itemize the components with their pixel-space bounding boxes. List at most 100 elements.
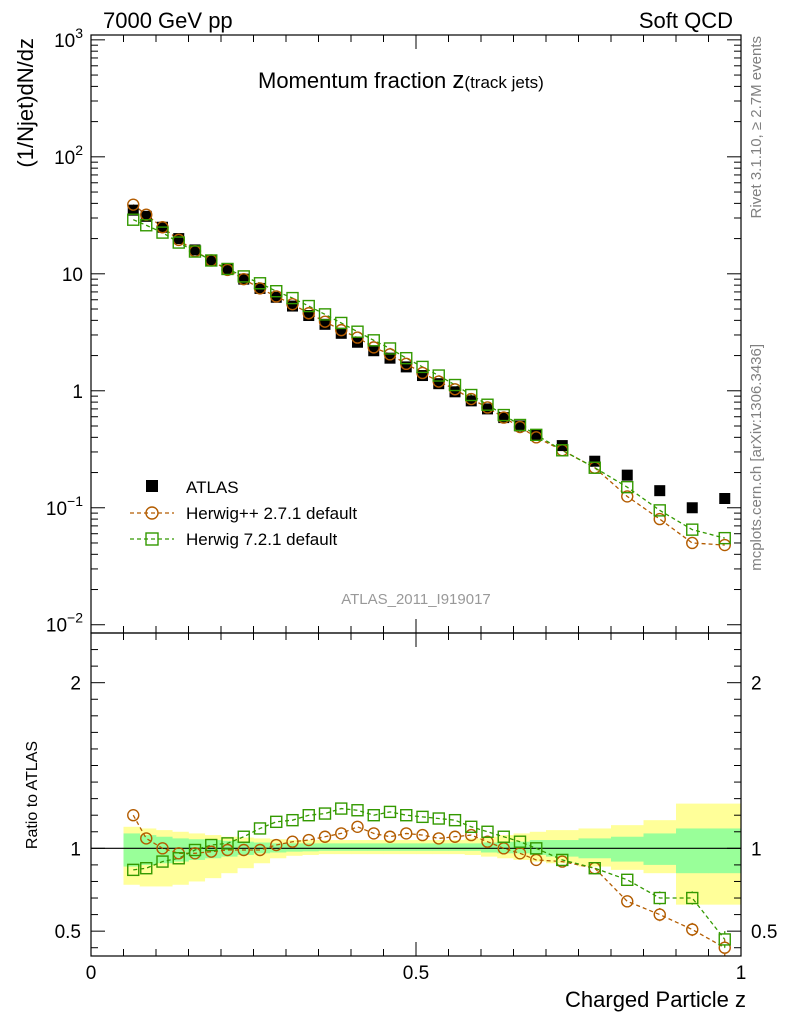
upper-y-tick-base: 10	[46, 616, 67, 637]
rivet-version-label: Rivet 3.1.10, ≥ 2.7M events	[748, 36, 765, 219]
legend-label-herwigpp: Herwig++ 2.7.1 default	[186, 504, 357, 523]
herwig7-point	[588, 461, 601, 474]
atlas-data-point	[433, 378, 445, 390]
atlas-data-point	[498, 412, 510, 424]
atlas-data-point	[589, 455, 601, 467]
legend-marker-herwigpp	[145, 506, 159, 520]
herwig7-point	[335, 316, 348, 330]
lower-series-marks	[127, 802, 731, 956]
herwig7-ratio-point	[621, 873, 634, 887]
herwigpp-ratio-point	[718, 941, 731, 954]
herwigpp-point	[335, 323, 348, 337]
upper-y-tick-exponent: 3	[75, 25, 83, 41]
herwig7-point	[686, 523, 699, 536]
uncertainty-band-inner	[334, 843, 352, 851]
atlas-data-point	[238, 273, 250, 285]
lower-y-tick-label-left: 0.5	[55, 922, 81, 943]
lower-plot-frame	[90, 632, 742, 957]
herwigpp-ratio-point	[205, 845, 218, 858]
uncertainty-band-inner	[139, 835, 157, 865]
legend-label-atlas: ATLAS	[186, 478, 239, 497]
herwig7-ratio-point	[481, 825, 494, 838]
herwigpp-ratio-point	[127, 809, 140, 822]
legend-marker-atlas	[146, 480, 158, 492]
uncertainty-band-inner	[367, 843, 384, 851]
herwig7-point	[188, 245, 202, 258]
uncertainty-band-inner	[464, 843, 482, 851]
lower-y-tick-labels: 0.5 0.5 1 1 2 2	[55, 674, 778, 943]
herwig7-point	[302, 299, 315, 313]
legend-label-herwig7: Herwig 7.2.1 default	[186, 530, 337, 549]
herwig7-ratio-point	[448, 813, 462, 827]
uncertainty-band-inner	[318, 843, 336, 851]
uncertainty-band-inner	[351, 843, 368, 851]
herwig7-point	[127, 213, 140, 226]
herwig7-point	[140, 219, 153, 232]
herwig7-ratio-point	[383, 805, 397, 819]
upper-y-tick-label: 1	[72, 382, 83, 403]
herwig7-point	[465, 388, 478, 402]
x-tick-label: 0.5	[403, 963, 429, 984]
herwig7-ratio-point	[416, 810, 429, 824]
atlas-data-point	[482, 403, 493, 415]
x-tick-labels: 0 0.5 1	[86, 963, 747, 984]
herwig7-ratio-point	[556, 853, 569, 867]
herwig7-ratio-point	[497, 830, 510, 843]
upper-y-tick-base: 10	[46, 499, 67, 520]
atlas-data-point	[400, 361, 412, 373]
atlas-data-point	[719, 493, 731, 505]
upper-y-tick-label: 102	[54, 142, 83, 169]
category-label: Soft QCD	[639, 8, 733, 33]
atlas-data-point	[514, 420, 526, 432]
herwig7-point	[156, 226, 169, 239]
analysis-id: ATLAS_2011_I919017	[341, 591, 491, 608]
herwig7-ratio-point	[530, 842, 543, 855]
lower-y-tick-label-right: 2	[751, 674, 762, 695]
herwig7-point	[318, 308, 332, 321]
upper-y-tick-label: 10−1	[46, 493, 83, 520]
herwig7-ratio-point	[432, 812, 445, 825]
herwig7-ratio-point	[172, 852, 185, 865]
atlas-data-point	[303, 310, 315, 322]
upper-y-tick-label: 10−2	[46, 610, 83, 637]
plot-title-main: Momentum fraction	[258, 68, 452, 93]
herwigpp-ratio-point	[270, 838, 283, 852]
herwigpp-point	[621, 490, 634, 503]
atlas-data-point	[417, 370, 428, 382]
atlas-data-point	[368, 345, 380, 357]
upper-y-tick-base: 10	[54, 31, 75, 52]
herwig7-point	[270, 285, 283, 298]
atlas-data-point	[530, 429, 542, 441]
lower-uncertainty-bands	[123, 803, 742, 905]
uncertainty-band-inner	[416, 843, 433, 851]
atlas-data-point	[449, 386, 461, 398]
upper-y-tick-base: 10	[62, 265, 83, 286]
atlas-data-point	[384, 352, 396, 364]
upper-y-tick-label: 10	[62, 265, 83, 286]
atlas-data-point	[319, 318, 331, 330]
uncertainty-band-inner	[399, 843, 417, 851]
atlas-data-point	[189, 244, 201, 256]
herwig7-ratio-point	[253, 822, 267, 835]
herwig7-point	[718, 531, 731, 545]
lower-y-tick-label-left: 1	[70, 839, 81, 860]
herwigpp-ratio-point	[432, 832, 445, 845]
atlas-data-point	[335, 327, 347, 339]
herwig7-point	[481, 398, 494, 411]
herwig7-ratio-point	[513, 835, 527, 848]
x-tick-label: 1	[736, 963, 747, 984]
herwigpp-ratio-point	[653, 908, 666, 921]
herwigpp-ratio-point	[237, 843, 250, 857]
upper-y-tick-base: 10	[54, 148, 75, 169]
atlas-data-point	[621, 469, 633, 481]
herwigpp-ratio-point	[286, 835, 299, 848]
herwig7-ratio-point	[286, 813, 299, 827]
herwigpp-ratio-point	[140, 832, 153, 845]
plot-title-z: z	[452, 67, 464, 94]
herwig7-point	[253, 277, 267, 290]
herwigpp-ratio-point	[448, 830, 462, 843]
atlas-data-point	[654, 485, 666, 497]
uncertainty-band-inner	[708, 828, 742, 874]
